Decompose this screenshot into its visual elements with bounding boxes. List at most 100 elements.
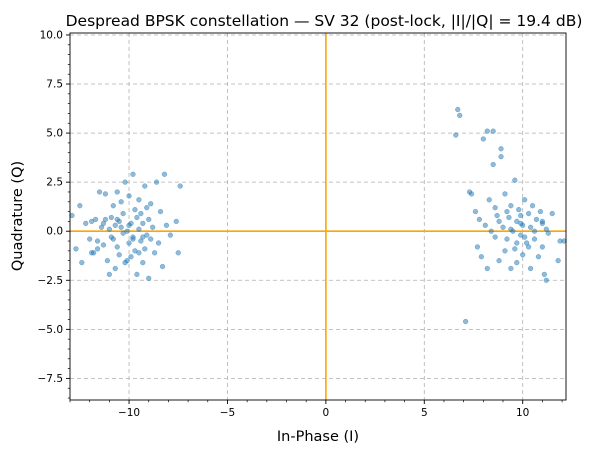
data-point [122,179,128,185]
data-point [155,240,162,246]
data-point [502,191,508,197]
data-point [500,224,506,230]
data-point [142,183,148,189]
data-point [126,222,132,228]
data-point [549,210,555,217]
data-point [100,242,107,248]
data-point [126,193,132,199]
data-point [498,146,504,152]
data-point [498,153,504,160]
data-point [462,318,469,325]
data-point [522,234,528,240]
data-point [514,240,520,246]
data-point [531,228,538,234]
data-point [94,238,101,244]
data-point [110,203,116,209]
data-point [508,226,514,232]
data-point [106,271,113,278]
data-point [496,218,502,225]
data-point [77,203,83,209]
data-point [522,197,528,203]
y-tick-label: −2.5 [38,275,64,287]
data-point [539,244,546,250]
data-point [490,128,496,134]
data-point [114,216,120,223]
x-tick-label: −5 [220,407,235,419]
y-tick-label: −7.5 [38,373,64,385]
data-point [153,179,160,185]
data-point [504,208,510,215]
plot-frame [69,32,567,401]
data-point [492,205,498,211]
data-point [157,208,164,215]
data-point [514,259,520,266]
data-point [173,218,179,225]
data-point [533,216,540,223]
data-point [114,189,120,195]
data-point [527,224,534,230]
data-point [163,222,170,228]
data-point [518,220,524,227]
data-point [516,206,522,213]
data-point [455,106,461,113]
x-tick-label: 10 [516,407,529,419]
data-point [175,250,181,256]
data-point [457,112,463,119]
chart-title: Despread BPSK constellation — SV 32 (pos… [66,12,583,30]
data-point [132,206,138,213]
data-point [126,240,132,246]
data-point [142,246,148,252]
data-point [124,228,130,234]
data-point [112,222,118,228]
x-axis-label: In-Phase (I) [277,429,359,445]
data-point [92,216,99,223]
data-point [134,214,140,221]
data-point [108,234,114,240]
data-point [124,258,130,264]
data-point [136,226,142,232]
data-point [474,244,481,250]
data-point [112,265,118,272]
y-axis-label: Quadrature (Q) [10,161,26,271]
data-point [529,203,536,209]
data-point [508,203,514,209]
data-point [506,214,512,221]
data-point [114,244,120,250]
data-point [73,246,79,252]
data-point [128,254,134,260]
data-point [453,132,459,138]
y-tick-label: 0.0 [46,226,63,238]
data-point [118,199,124,205]
data-point [484,265,490,272]
y-tick-label: 2.5 [46,177,63,189]
data-point [150,224,156,230]
data-point [484,128,490,134]
data-point [537,208,544,215]
data-point [482,222,488,228]
data-point [134,271,140,278]
x-tick-label: 0 [323,407,330,419]
data-point [136,250,142,256]
data-point [140,220,146,227]
y-tick-label: 7.5 [46,79,63,91]
y-tick-label: 10.0 [40,29,63,41]
data-point [480,136,486,142]
data-point [138,210,144,217]
data-point [120,210,126,217]
data-point [87,236,93,242]
data-point [106,226,113,232]
data-point [508,265,514,272]
data-point [102,191,109,197]
x-tick-label: 5 [421,407,428,419]
data-point [161,171,168,177]
data-point [520,252,526,258]
data-point [100,220,107,227]
data-point [167,232,174,238]
data-point [148,236,154,242]
data-point [146,216,152,223]
data-point [525,210,532,217]
data-point [140,259,146,266]
axis-ticks: −10 −5 0 5 10 −7.5 −5.0 −2.5 0.0 2.5 5.0 7.5 10.0 [38,29,563,419]
